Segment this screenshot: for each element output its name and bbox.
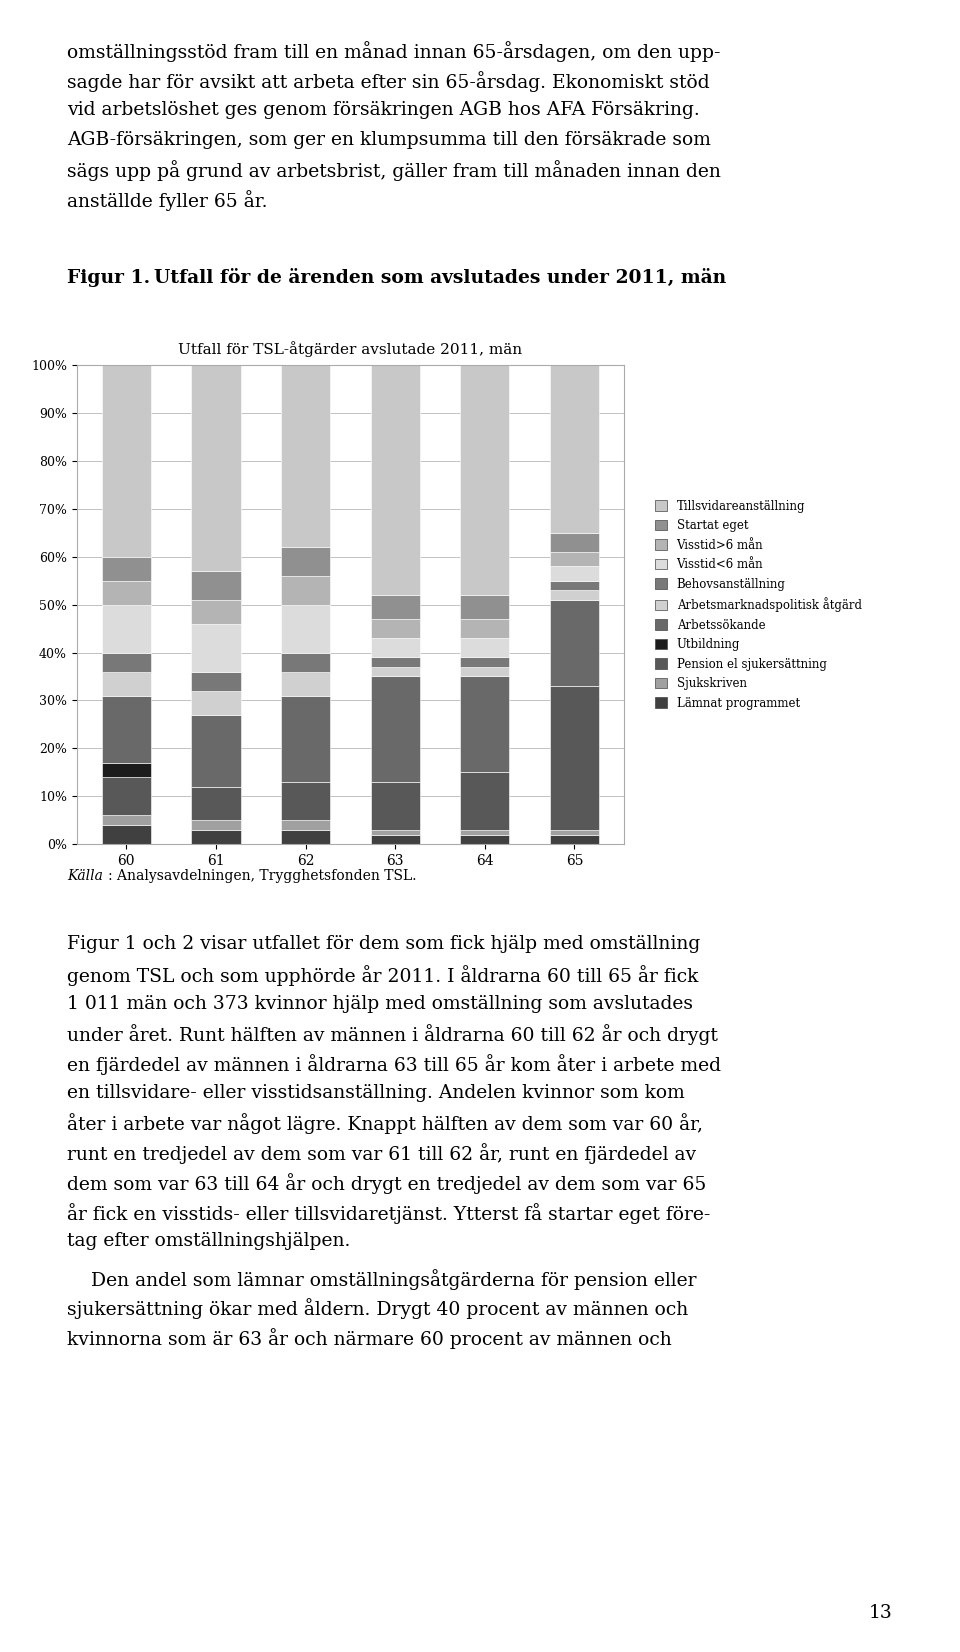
Bar	[281, 695, 330, 781]
Bar	[281, 672, 330, 695]
Legend: Tillsvidareanställning, Startat eget, Visstid>6 mån, Visstid<6 mån, Behovsanstäl: Tillsvidareanställning, Startat eget, Vi…	[652, 496, 865, 714]
Text: kvinnorna som är 63 år och närmare 60 procent av männen och: kvinnorna som är 63 år och närmare 60 pr…	[67, 1328, 672, 1350]
Bar	[460, 595, 510, 620]
Bar	[550, 567, 599, 582]
Bar	[102, 653, 151, 672]
Bar	[191, 821, 241, 829]
Text: år fick en visstids- eller tillsvidaretjänst. Ytterst få startar eget före-: år fick en visstids- eller tillsvidaretj…	[67, 1203, 710, 1224]
Bar	[460, 829, 510, 834]
Bar	[460, 677, 510, 773]
Bar	[281, 547, 330, 577]
Bar	[191, 600, 241, 624]
Bar	[281, 829, 330, 844]
Text: sägs upp på grund av arbetsbrist, gäller fram till månaden innan den: sägs upp på grund av arbetsbrist, gäller…	[67, 160, 721, 182]
Bar	[460, 620, 510, 638]
Text: vid arbetslöshet ges genom försäkringen AGB hos AFA Försäkring.: vid arbetslöshet ges genom försäkringen …	[67, 101, 700, 119]
Text: dem som var 63 till 64 år och drygt en tredjedel av dem som var 65: dem som var 63 till 64 år och drygt en t…	[67, 1173, 707, 1194]
Bar	[460, 773, 510, 829]
Bar	[371, 677, 420, 781]
Bar	[191, 691, 241, 715]
Text: under året. Runt hälften av männen i åldrarna 60 till 62 år och drygt: under året. Runt hälften av männen i åld…	[67, 1024, 718, 1046]
Text: Källa: Källa	[67, 869, 103, 882]
Bar	[102, 605, 151, 653]
Bar	[281, 605, 330, 653]
Text: : Analysavdelningen, Trygghetsfonden TSL.: : Analysavdelningen, Trygghetsfonden TSL…	[108, 869, 416, 882]
Text: Den andel som lämnar omställningsåtgärderna för pension eller: Den andel som lämnar omställningsåtgärde…	[67, 1269, 697, 1290]
Text: en fjärdedel av männen i åldrarna 63 till 65 år kom åter i arbete med: en fjärdedel av männen i åldrarna 63 til…	[67, 1054, 721, 1075]
Bar	[550, 686, 599, 829]
Bar	[460, 834, 510, 844]
Bar	[371, 829, 420, 834]
Text: runt en tredjedel av dem som var 61 till 62 år, runt en fjärdedel av: runt en tredjedel av dem som var 61 till…	[67, 1143, 696, 1165]
Bar	[191, 715, 241, 786]
Bar	[281, 365, 330, 547]
Bar	[371, 834, 420, 844]
Text: sjukersättning ökar med åldern. Drygt 40 procent av männen och: sjukersättning ökar med åldern. Drygt 40…	[67, 1298, 688, 1320]
Text: omställningsstöd fram till en månad innan 65-årsdagen, om den upp-: omställningsstöd fram till en månad inna…	[67, 41, 721, 63]
Bar	[191, 786, 241, 821]
Text: genom TSL och som upphörde år 2011. I åldrarna 60 till 65 år fick: genom TSL och som upphörde år 2011. I ål…	[67, 965, 699, 986]
Bar	[102, 695, 151, 763]
Bar	[191, 365, 241, 572]
Bar	[102, 365, 151, 557]
Bar	[191, 672, 241, 691]
Bar	[550, 582, 599, 590]
Bar	[102, 763, 151, 776]
Text: anställde fyller 65 år.: anställde fyller 65 år.	[67, 190, 268, 211]
Bar	[102, 824, 151, 844]
Bar	[550, 600, 599, 686]
Bar	[281, 653, 330, 672]
Bar	[550, 590, 599, 600]
Bar	[281, 781, 330, 821]
Text: 13: 13	[869, 1604, 893, 1622]
Bar	[550, 534, 599, 552]
Bar	[102, 582, 151, 605]
Bar	[191, 624, 241, 672]
Bar	[460, 638, 510, 657]
Bar	[371, 781, 420, 829]
Bar	[550, 834, 599, 844]
Bar	[460, 365, 510, 595]
Bar	[102, 672, 151, 695]
Bar	[102, 816, 151, 824]
Bar	[550, 829, 599, 834]
Bar	[102, 557, 151, 582]
Bar	[460, 657, 510, 667]
Bar	[550, 365, 599, 532]
Bar	[550, 552, 599, 567]
Bar	[371, 365, 420, 595]
Bar	[371, 657, 420, 667]
Text: Utfall för de ärenden som avslutades under 2011, män: Utfall för de ärenden som avslutades und…	[154, 269, 726, 287]
Title: Utfall för TSL-åtgärder avslutade 2011, män: Utfall för TSL-åtgärder avslutade 2011, …	[179, 340, 522, 357]
Bar	[371, 620, 420, 638]
Text: Figur 1.: Figur 1.	[67, 269, 151, 287]
Text: sagde har för avsikt att arbeta efter sin 65-årsdag. Ekonomiskt stöd: sagde har för avsikt att arbeta efter si…	[67, 71, 709, 93]
Bar	[281, 821, 330, 829]
Bar	[371, 595, 420, 620]
Bar	[191, 829, 241, 844]
Bar	[102, 776, 151, 816]
Bar	[460, 667, 510, 677]
Text: åter i arbete var något lägre. Knappt hälften av dem som var 60 år,: åter i arbete var något lägre. Knappt hä…	[67, 1113, 703, 1135]
Text: Figur 1 och 2 visar utfallet för dem som fick hjälp med omställning: Figur 1 och 2 visar utfallet för dem som…	[67, 935, 701, 953]
Bar	[371, 667, 420, 677]
Text: tag efter omställningshjälpen.: tag efter omställningshjälpen.	[67, 1232, 350, 1251]
Bar	[371, 638, 420, 657]
Bar	[281, 577, 330, 605]
Bar	[191, 572, 241, 600]
Text: en tillsvidare- eller visstidsanställning. Andelen kvinnor som kom: en tillsvidare- eller visstidsanställnin…	[67, 1084, 684, 1102]
Text: AGB-försäkringen, som ger en klumpsumma till den försäkrade som: AGB-försäkringen, som ger en klumpsumma …	[67, 131, 711, 149]
Text: 1 011 män och 373 kvinnor hjälp med omställning som avslutades: 1 011 män och 373 kvinnor hjälp med omst…	[67, 995, 693, 1013]
